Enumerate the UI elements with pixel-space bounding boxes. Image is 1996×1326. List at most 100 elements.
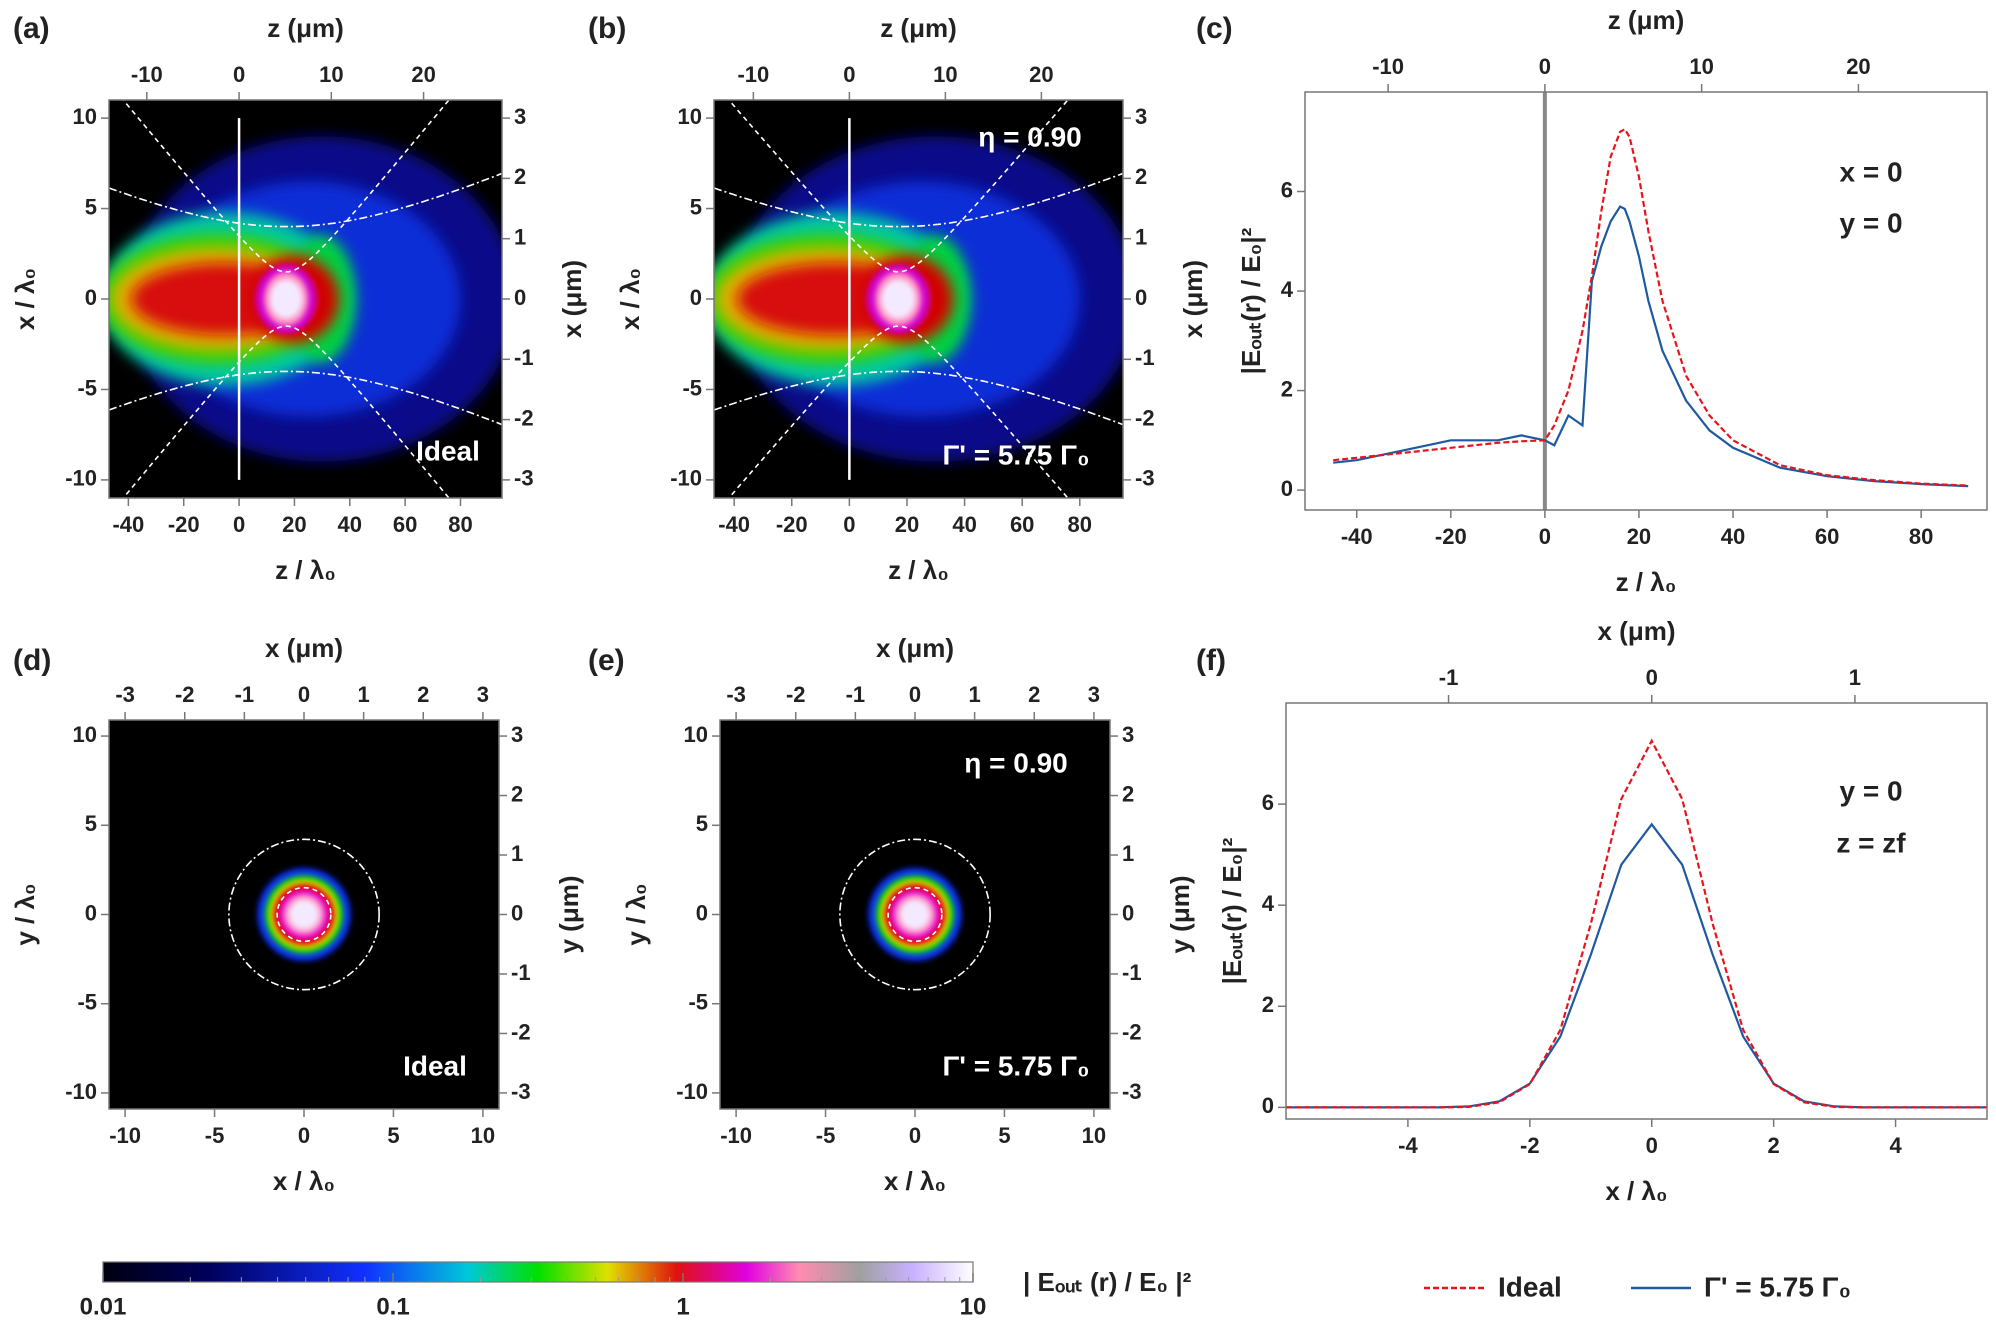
y-tick-label: 0 xyxy=(85,900,97,925)
x-tick-label: 20 xyxy=(895,512,919,537)
x-tick-label: 2 xyxy=(1768,1133,1780,1158)
y-tick-label: 10 xyxy=(684,722,708,747)
beam-envelope xyxy=(122,100,451,273)
x2-tick-label: -3 xyxy=(726,682,746,707)
y-tick-label: 4 xyxy=(1262,891,1275,916)
beam-envelope xyxy=(109,172,502,228)
x-tick-label: 40 xyxy=(1721,524,1745,549)
x2-tick-label: 3 xyxy=(1088,682,1100,707)
x-tick-label: 0 xyxy=(233,512,245,537)
y-tick-label: 10 xyxy=(73,722,97,747)
annotation: z = zf xyxy=(1836,827,1906,858)
y-tick-label: -5 xyxy=(682,375,702,400)
y-tick-label: -5 xyxy=(77,990,97,1015)
y2-tick-label: 3 xyxy=(1135,104,1147,129)
x-axis-title: z / λ₀ xyxy=(275,555,336,585)
x-tick-label: 60 xyxy=(393,512,417,537)
focus-circle xyxy=(276,886,332,943)
focus-circle xyxy=(887,886,943,943)
y2-tick-label: 1 xyxy=(511,841,523,866)
y-tick-label: 10 xyxy=(73,104,97,129)
x2-tick-label: 1 xyxy=(969,682,981,707)
data-line xyxy=(1333,127,1969,487)
y2-axis-title: x (μm) xyxy=(557,260,587,338)
x2-tick-label: 1 xyxy=(358,682,370,707)
data-line xyxy=(1286,738,1987,1109)
x-tick-label: -4 xyxy=(1398,1133,1418,1158)
y2-tick-label: -2 xyxy=(1135,405,1155,430)
y2-tick-label: -3 xyxy=(514,466,534,491)
x2-tick-label: 0 xyxy=(1646,665,1658,690)
x-tick-label: 60 xyxy=(1815,524,1839,549)
y-axis-title: |Eₒᵤₜ(r) / E₀|² xyxy=(1217,837,1247,984)
x2-tick-label: 2 xyxy=(1028,682,1040,707)
x-axis-title: x / λ₀ xyxy=(273,1166,335,1196)
field-ring xyxy=(899,899,931,930)
x2-tick-label: 0 xyxy=(298,682,310,707)
y2-tick-label: 3 xyxy=(511,722,523,747)
y-tick-label: -5 xyxy=(77,375,97,400)
beam-envelope xyxy=(714,370,1123,426)
x2-tick-label: 10 xyxy=(319,62,343,87)
x-axis-title: z / λ₀ xyxy=(888,555,949,585)
x-tick-label: -40 xyxy=(1341,524,1373,549)
x-tick-label: 20 xyxy=(1627,524,1651,549)
x-tick-label: 10 xyxy=(471,1123,495,1148)
x-tick-label: 20 xyxy=(282,512,306,537)
x2-tick-label: 20 xyxy=(1029,62,1053,87)
x2-tick-label: -2 xyxy=(175,682,195,707)
panel-label: (c) xyxy=(1196,12,1233,45)
y2-tick-label: -1 xyxy=(514,345,534,370)
y-tick-label: 0 xyxy=(1262,1093,1274,1118)
x-axis-title: x / λ₀ xyxy=(884,1166,946,1196)
annotation: x = 0 xyxy=(1839,156,1902,187)
annotation: Ideal xyxy=(416,435,480,466)
beam-envelope xyxy=(109,370,502,426)
field-glow xyxy=(881,279,916,319)
x-tick-label: 60 xyxy=(1010,512,1034,537)
frame xyxy=(1304,91,1988,511)
heatmap-field xyxy=(109,100,502,498)
beam-envelope xyxy=(714,172,1123,228)
heatmap-field xyxy=(228,838,380,991)
x2-axis-title: z (μm) xyxy=(1608,5,1685,35)
x-tick-label: -20 xyxy=(1435,524,1467,549)
field-ring xyxy=(288,899,320,930)
y-tick-label: 5 xyxy=(85,194,97,219)
x-tick-label: 5 xyxy=(387,1123,399,1148)
x2-axis-title: x (μm) xyxy=(265,633,343,663)
x2-tick-label: 20 xyxy=(1846,54,1870,79)
legend-label: Γ' = 5.75 Γ₀ xyxy=(1704,1271,1851,1302)
y2-tick-label: -3 xyxy=(511,1079,531,1104)
y2-tick-label: 0 xyxy=(1122,900,1134,925)
x-tick-label: 0 xyxy=(1646,1133,1658,1158)
y2-tick-label: 2 xyxy=(514,164,526,189)
x-tick-label: 40 xyxy=(952,512,976,537)
frame xyxy=(1285,702,1988,1120)
x2-tick-label: 1 xyxy=(1849,665,1861,690)
beam-circle xyxy=(228,838,380,991)
y2-tick-label: 0 xyxy=(514,285,526,310)
y2-axis-title: y (μm) xyxy=(554,875,584,953)
y-tick-label: 0 xyxy=(696,900,708,925)
beam-circle xyxy=(839,838,991,991)
y2-tick-label: -2 xyxy=(511,1019,531,1044)
x2-axis-title: x (μm) xyxy=(1597,616,1675,646)
x-tick-label: 0 xyxy=(909,1123,921,1148)
x2-axis-title: z (μm) xyxy=(267,13,344,43)
y-tick-label: 5 xyxy=(690,194,702,219)
y-tick-label: 2 xyxy=(1262,992,1274,1017)
y-tick-label: -5 xyxy=(688,990,708,1015)
x-tick-label: -5 xyxy=(816,1123,836,1148)
y2-tick-label: -3 xyxy=(1122,1079,1142,1104)
annotation: Γ' = 5.75 Γ₀ xyxy=(942,439,1089,470)
y-tick-label: 6 xyxy=(1281,177,1293,202)
y2-tick-label: 3 xyxy=(1122,722,1134,747)
x2-tick-label: -1 xyxy=(846,682,866,707)
y2-tick-label: -1 xyxy=(511,960,531,985)
x2-tick-label: -1 xyxy=(1439,665,1459,690)
colorbar-tick-label: 1 xyxy=(676,1293,689,1320)
x2-tick-label: 20 xyxy=(411,62,435,87)
y-axis-title: y / λ₀ xyxy=(621,883,651,945)
